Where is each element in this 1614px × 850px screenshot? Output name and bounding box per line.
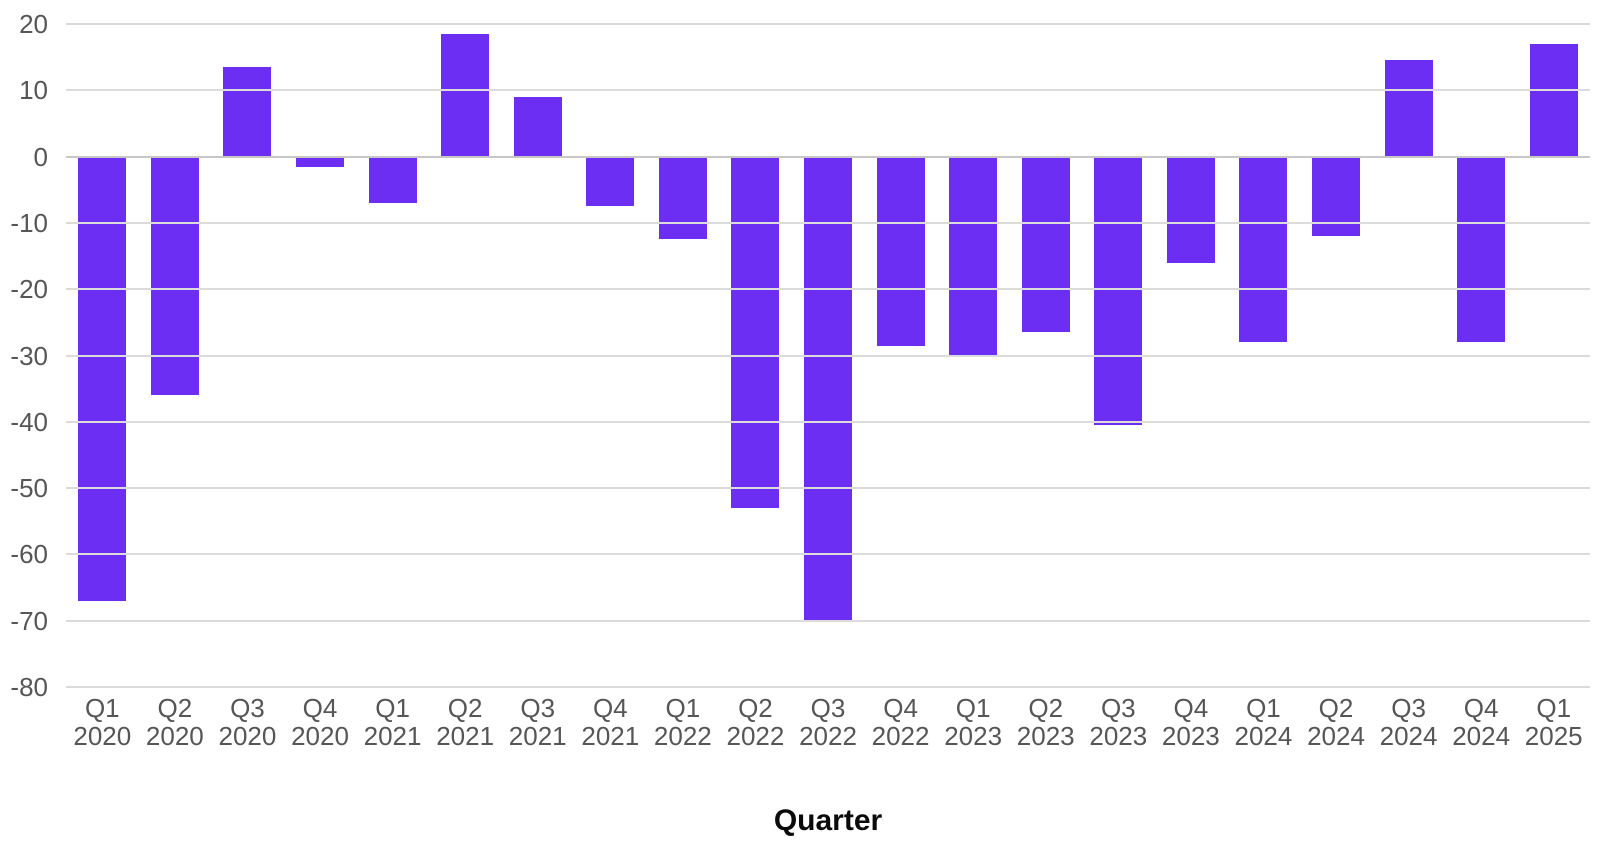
bar-q4-2024 <box>1457 156 1506 343</box>
gridline <box>66 487 1590 490</box>
y-axis-tick-label: 10 <box>19 75 48 106</box>
x-axis-tick-label: Q3 2021 <box>508 693 567 751</box>
bar-q2-2022 <box>731 156 780 508</box>
gridline <box>66 221 1590 224</box>
bar-q2-2024 <box>1312 156 1360 237</box>
x-axis-tick-label: Q3 2024 <box>1379 693 1438 751</box>
x-axis-tick-label: Q2 2021 <box>436 693 495 751</box>
x-axis-tick-label: Q4 2023 <box>1161 693 1220 751</box>
bar-q1-2023 <box>949 156 998 356</box>
x-axis-tick-label: Q3 2022 <box>799 693 857 751</box>
x-axis-tick-label: Q2 2023 <box>1016 693 1075 751</box>
y-axis-tick-label: 20 <box>19 9 48 39</box>
gridline <box>66 23 1590 25</box>
x-axis-tick-label: Q4 2024 <box>1452 693 1511 751</box>
x-axis-tick-label: Q3 2023 <box>1089 693 1148 751</box>
bar-q4-2021 <box>586 156 635 207</box>
y-axis-tick-label: 0 <box>33 141 48 172</box>
bar-q3-2024 <box>1384 60 1433 157</box>
y-axis-tick-label: -70 <box>10 605 48 636</box>
x-axis-tick-label: Q2 2020 <box>145 693 204 751</box>
x-axis-tick-label: Q4 2022 <box>871 693 930 751</box>
bar-q2-2023 <box>1021 156 1070 333</box>
bar-q3-2023 <box>1094 156 1143 426</box>
bar-q1-2021 <box>368 156 417 203</box>
gridline <box>66 420 1590 423</box>
bar-q4-2022 <box>876 156 925 346</box>
x-axis-tick-label: Q4 2020 <box>291 693 349 751</box>
bar-q3-2021 <box>513 96 562 157</box>
gridline <box>66 354 1590 357</box>
bar-q1-2024 <box>1239 156 1288 343</box>
y-axis-tick-label: -40 <box>10 406 48 437</box>
x-axis-tick-label: Q1 2023 <box>944 693 1003 751</box>
bar-q4-2020 <box>296 156 344 167</box>
y-axis-tick-label: -30 <box>10 340 48 371</box>
bar-q3-2022 <box>804 156 852 621</box>
gridline <box>66 686 1590 688</box>
zero-gridline <box>66 155 1590 158</box>
bar-q4-2023 <box>1166 156 1215 263</box>
x-axis-tick-label: Q2 2022 <box>726 693 785 751</box>
y-axis-tick-label: -20 <box>10 274 48 305</box>
x-axis-tick-label: Q2 2024 <box>1307 693 1365 751</box>
y-axis-tick-label: -80 <box>10 672 48 702</box>
x-axis-tick-label: Q1 2021 <box>363 693 422 751</box>
bar-q3-2020 <box>223 67 272 157</box>
gridline <box>66 553 1590 556</box>
bar-q1-2022 <box>658 156 707 240</box>
bar-q1-2020 <box>78 156 127 601</box>
bar-q2-2020 <box>150 156 199 396</box>
x-axis-title: Quarter <box>773 804 883 837</box>
x-axis-tick-label: Q4 2021 <box>581 693 640 751</box>
bar-q1-2025 <box>1529 43 1578 157</box>
x-axis-tick-label: Q1 2024 <box>1234 693 1293 751</box>
x-axis-tick-label: Q1 2020 <box>73 693 132 751</box>
gridline <box>66 288 1590 291</box>
x-axis-tick-label: Q1 2022 <box>653 693 712 751</box>
y-axis-tick-label: -60 <box>10 539 48 570</box>
gridline <box>66 89 1590 92</box>
x-axis-tick-label: Q1 2025 <box>1524 693 1583 751</box>
bar-q2-2021 <box>441 33 490 157</box>
y-axis-tick-label: -10 <box>10 207 48 238</box>
y-axis-tick-label: -50 <box>10 473 48 504</box>
gridline <box>66 619 1590 622</box>
x-axis-tick-label: Q3 2020 <box>218 693 277 751</box>
